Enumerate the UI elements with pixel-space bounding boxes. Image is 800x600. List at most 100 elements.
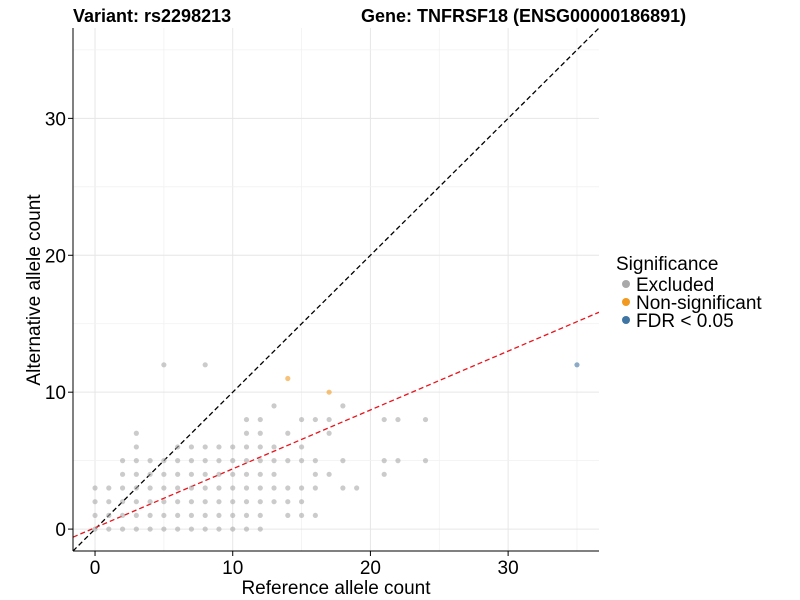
point-excluded <box>133 458 139 464</box>
point-excluded <box>230 512 236 519</box>
point-excluded <box>243 444 250 450</box>
point-excluded <box>312 416 318 423</box>
point-excluded <box>119 526 126 532</box>
y-axis-title: Alternative allele count <box>24 194 45 386</box>
point-excluded <box>161 499 167 505</box>
reference-lines <box>73 28 599 551</box>
ticks: 0 10 20 30 0 10 20 30 <box>45 109 519 579</box>
point-excluded <box>381 471 387 477</box>
point-excluded <box>298 512 305 519</box>
point-excluded <box>312 485 318 491</box>
point-excluded <box>257 416 263 423</box>
point-excluded <box>298 499 305 505</box>
point-excluded <box>216 458 222 464</box>
point-excluded <box>257 499 263 505</box>
point-excluded <box>161 362 167 368</box>
point-excluded <box>243 458 250 464</box>
point-excluded <box>257 430 263 436</box>
point-excluded <box>202 512 208 519</box>
point-excluded <box>106 512 112 519</box>
point-excluded <box>326 471 332 477</box>
point-excluded <box>216 444 222 450</box>
point-non-significant <box>285 375 291 382</box>
x-tick-label-0: 0 <box>90 558 101 579</box>
point-excluded <box>202 471 208 477</box>
point-excluded <box>271 485 277 491</box>
point-excluded <box>216 499 222 505</box>
point-excluded <box>312 512 318 519</box>
point-excluded <box>161 458 167 464</box>
point-excluded <box>271 403 277 409</box>
legend-label-fdr-0-05: FDR < 0.05 <box>636 311 734 332</box>
point-excluded <box>257 485 263 491</box>
x-tick-label-20: 20 <box>360 558 381 579</box>
y-tick-label-0: 0 <box>55 520 66 541</box>
point-excluded <box>133 485 139 491</box>
point-excluded <box>257 512 263 519</box>
x-tick-label-30: 30 <box>498 558 519 579</box>
point-excluded <box>243 499 250 505</box>
point-excluded <box>175 471 181 477</box>
x-axis-title: Reference allele count <box>241 578 431 599</box>
point-excluded <box>202 499 208 505</box>
point-excluded <box>257 526 263 532</box>
point-excluded <box>175 458 181 464</box>
legend-label-excluded: Excluded <box>636 275 714 296</box>
point-excluded <box>119 499 126 505</box>
point-excluded <box>271 458 277 464</box>
data-points <box>92 362 580 532</box>
point-excluded <box>243 526 250 532</box>
point-excluded <box>175 499 181 505</box>
point-excluded <box>257 458 263 464</box>
point-excluded <box>422 458 429 464</box>
point-excluded <box>257 471 263 477</box>
point-excluded <box>340 403 346 409</box>
point-excluded <box>243 416 250 423</box>
point-excluded <box>354 485 360 491</box>
point-excluded <box>340 458 346 464</box>
point-excluded <box>230 471 236 477</box>
point-excluded <box>202 362 208 368</box>
point-excluded <box>161 485 167 491</box>
axes <box>72 28 599 552</box>
point-excluded <box>161 526 167 532</box>
y-tick-label-30: 30 <box>45 109 66 130</box>
point-excluded <box>133 444 139 450</box>
point-excluded <box>381 458 387 464</box>
legend-key-excluded <box>622 280 630 288</box>
point-excluded <box>175 444 181 450</box>
point-excluded <box>147 458 153 464</box>
point-excluded <box>285 430 291 436</box>
reference-line-identity <box>73 28 599 551</box>
point-excluded <box>147 499 153 505</box>
grid <box>73 28 599 551</box>
legend-key-fdr-0-05 <box>622 316 630 324</box>
point-non-significant <box>326 389 332 395</box>
point-excluded <box>202 526 208 532</box>
point-excluded <box>312 471 318 477</box>
point-excluded <box>298 485 305 491</box>
point-excluded <box>133 430 139 436</box>
point-excluded <box>395 458 401 464</box>
point-excluded <box>285 458 291 464</box>
point-excluded <box>147 471 153 477</box>
point-excluded <box>271 444 277 450</box>
point-excluded <box>395 416 401 423</box>
point-excluded <box>133 471 139 477</box>
point-excluded <box>119 471 126 477</box>
point-excluded <box>119 512 126 519</box>
point-excluded <box>188 458 195 464</box>
point-excluded <box>243 512 250 519</box>
point-excluded <box>106 485 112 491</box>
point-excluded <box>230 499 236 505</box>
point-excluded <box>326 416 332 423</box>
point-excluded <box>202 485 208 491</box>
point-excluded <box>298 458 305 464</box>
point-excluded <box>298 444 305 450</box>
point-excluded <box>326 430 332 436</box>
point-excluded <box>188 512 195 519</box>
point-excluded <box>285 499 291 505</box>
point-excluded <box>216 512 222 519</box>
